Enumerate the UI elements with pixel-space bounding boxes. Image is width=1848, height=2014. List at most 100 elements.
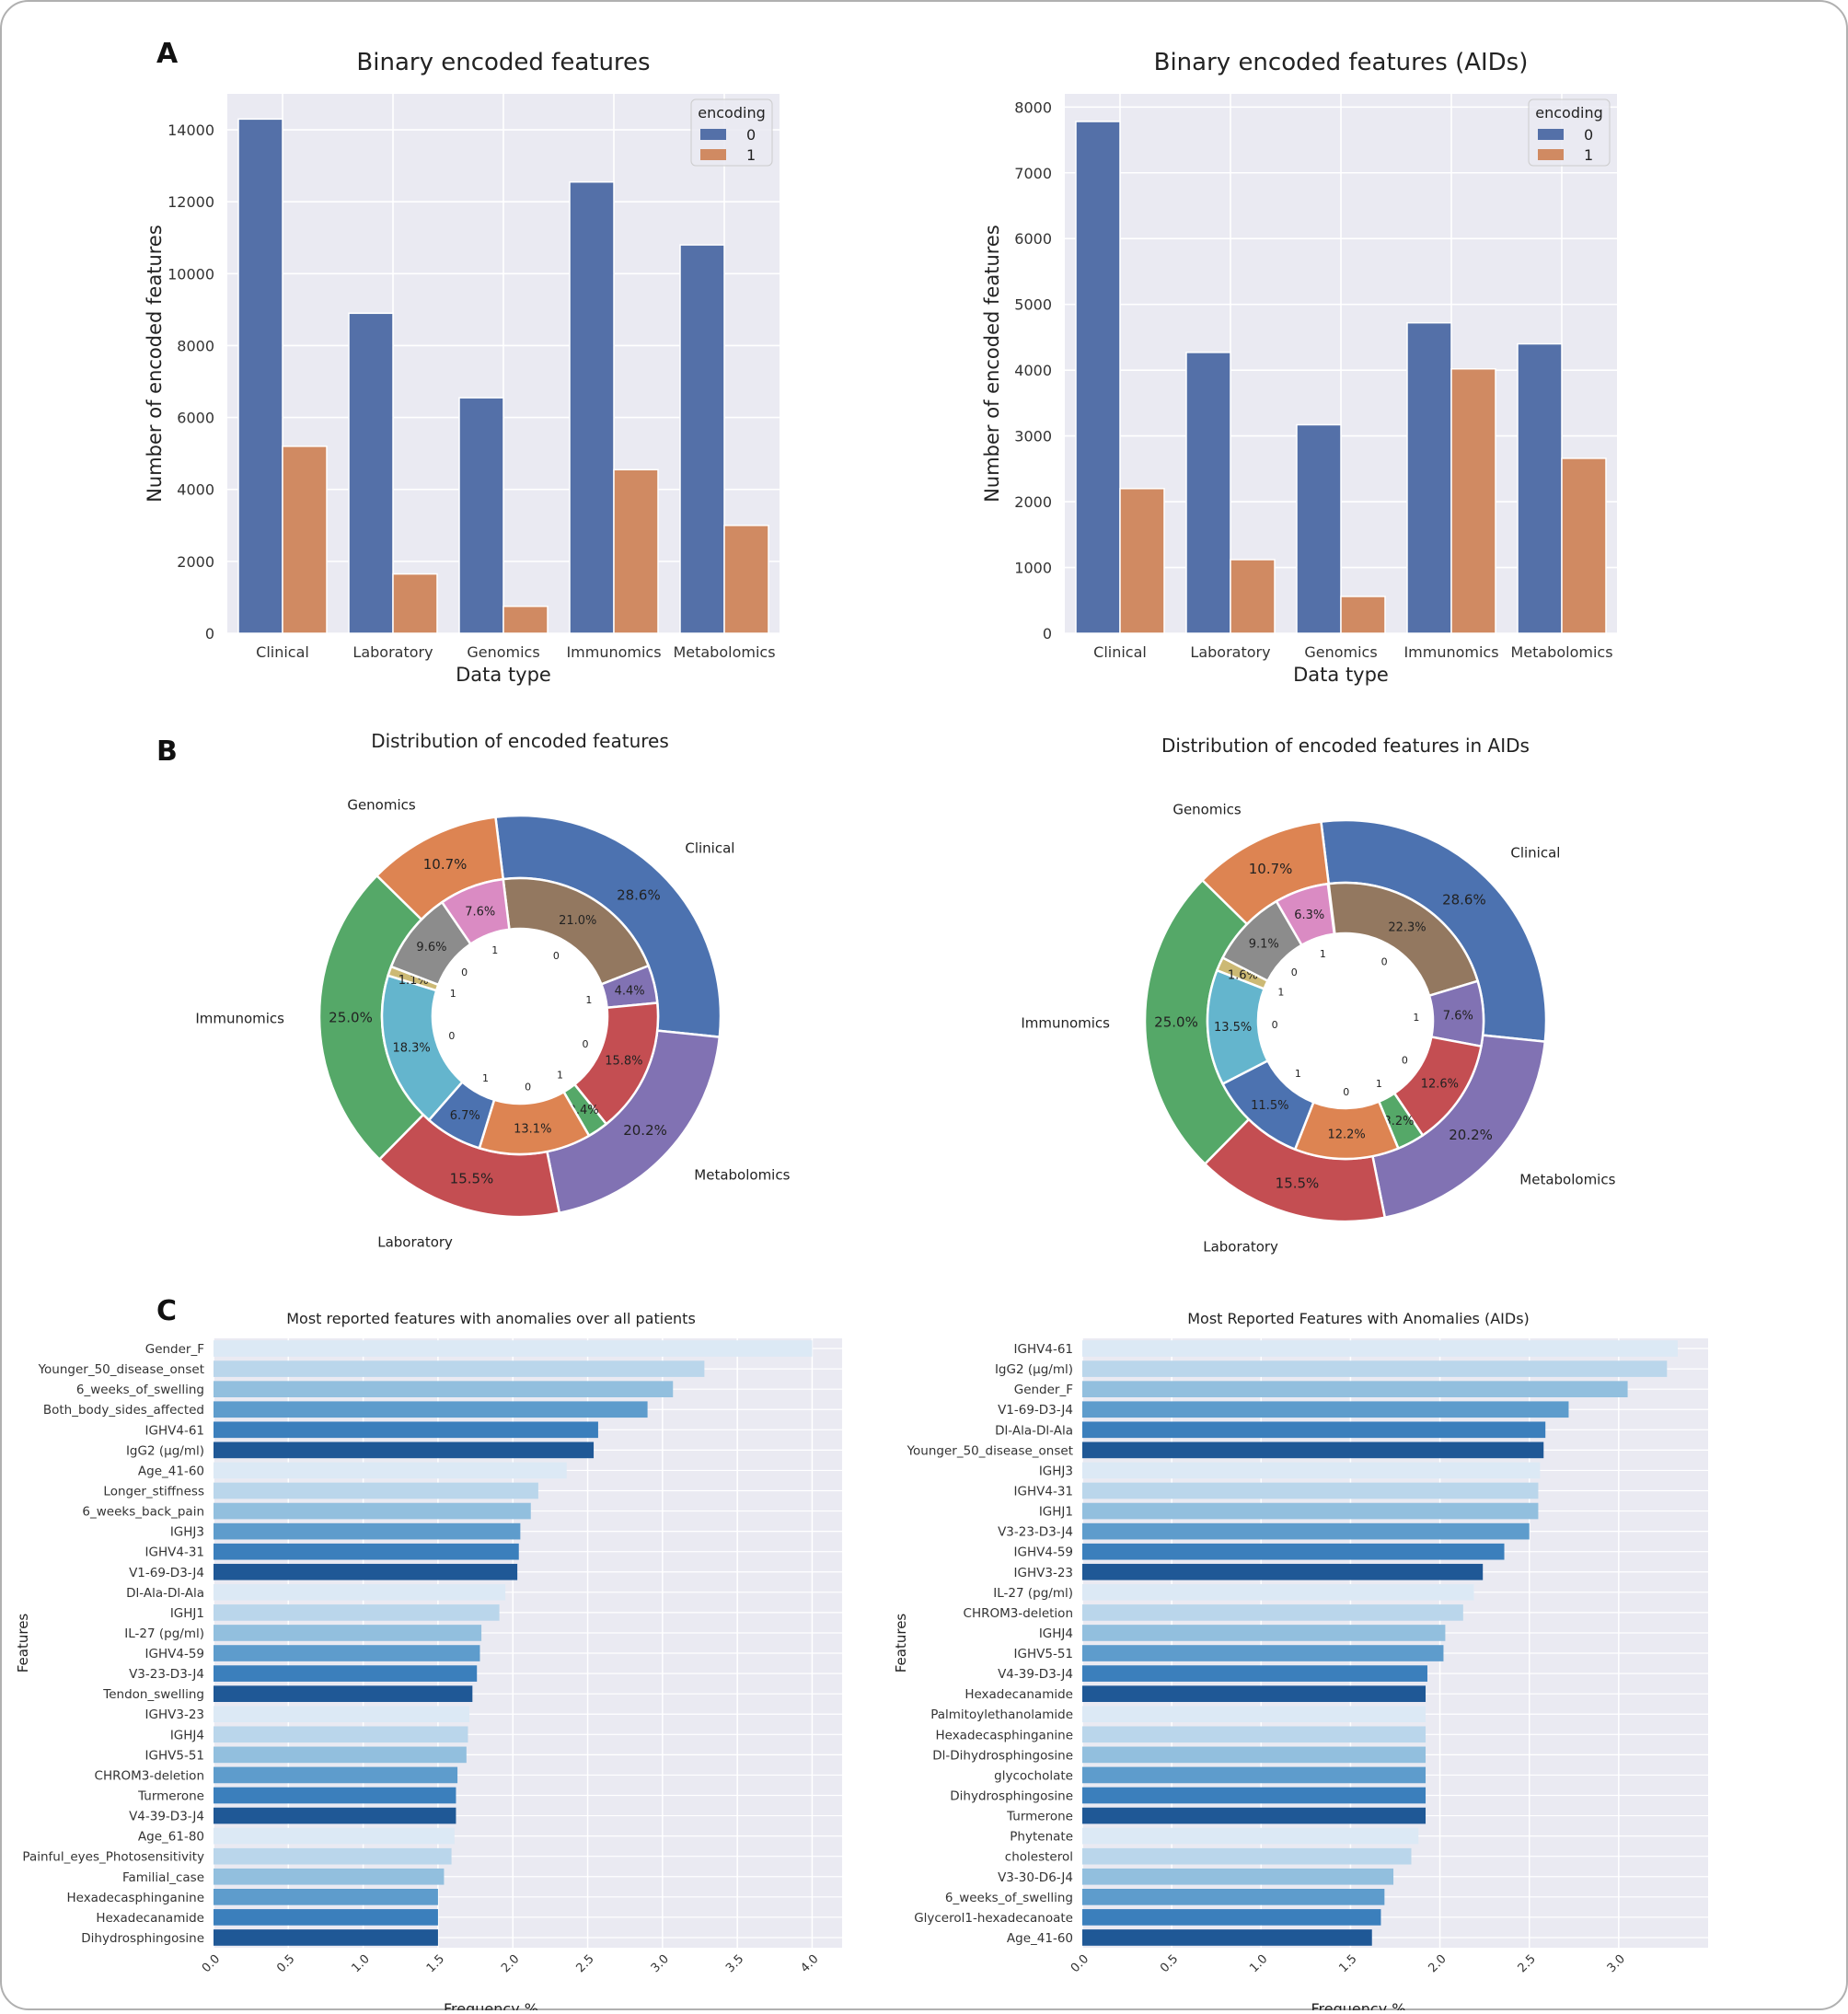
x-tick-label: Immunomics (1403, 643, 1498, 661)
wedge-pct-label: 21.0% (559, 914, 596, 928)
feature-label: IGHV3-23 (1014, 1566, 1073, 1580)
y-tick-label: 3000 (1014, 428, 1052, 446)
feature-bar (214, 1787, 456, 1804)
inner-encoding-label: 0 (1343, 1086, 1349, 1098)
feature-label: IGHV4-61 (145, 1423, 204, 1438)
hbar1-chart: 0.0 0.5 1.0 1.5 2.0 2.5 3.0 3.5 4.0Gender_FYoung… (15, 1310, 842, 2014)
wedge-pct-label: 6.3% (1294, 909, 1324, 922)
bar-genomics-enc1 (1340, 596, 1386, 634)
wedge-pct-label: 15.8% (605, 1055, 642, 1069)
bar-clinical-enc1 (282, 446, 328, 634)
feature-bar (1082, 1604, 1463, 1621)
wedge-pct-label: 28.6% (1442, 892, 1486, 909)
bar-genomics-enc0 (458, 397, 504, 634)
y-tick-label: 6000 (1014, 230, 1052, 248)
wedge-pct-label: 18.3% (392, 1041, 430, 1055)
legend-swatch-0 (1538, 129, 1564, 140)
x-axis-label: Data type (456, 664, 551, 686)
inner-wedge-9 (440, 877, 511, 946)
x-axis-label: Data type (1293, 664, 1389, 686)
wedge-pct-label: 28.6% (617, 887, 661, 904)
feature-label: IGHJ1 (1039, 1505, 1073, 1520)
feature-bar (1082, 1847, 1412, 1865)
inner-encoding-label: 1 (1277, 986, 1284, 998)
feature-label: Gender_F (1014, 1383, 1073, 1397)
pie2-chart: 28.6% Clinical 20.2% Metabolomics 15.5% Labor… (1021, 735, 1615, 1255)
feature-label: IgG2 (µg/ml) (126, 1443, 204, 1458)
feature-label: IGHV4-59 (1014, 1545, 1073, 1560)
outer-category-label: Metabolomics (1519, 1171, 1615, 1187)
feature-label: CHROM3-deletion (95, 1768, 204, 1783)
inner-encoding-label: 0 (1291, 966, 1298, 978)
inner-encoding-label: 1 (450, 988, 456, 1000)
bar-genomics-enc1 (502, 605, 549, 634)
feature-bar (214, 1706, 470, 1723)
feature-label: Age_41-60 (1007, 1931, 1073, 1946)
feature-label: IGHJ3 (1039, 1464, 1073, 1478)
wedge-pct-label: 10.7% (423, 856, 468, 873)
charts-layer: 02000400060008000100001200014000Clinical… (15, 49, 1708, 2014)
feature-label: Both_body_sides_affected (43, 1403, 204, 1418)
feature-label: Dihydrosphingosine (950, 1789, 1073, 1804)
chart-title: Distribution of encoded features (371, 730, 669, 752)
plot-area (1082, 1338, 1708, 1948)
bar-genomics-enc0 (1296, 423, 1342, 634)
bar-laboratory-enc0 (1185, 352, 1231, 634)
y-tick-label: 8000 (1014, 98, 1052, 116)
feature-label: IGHJ1 (170, 1606, 204, 1621)
feature-bar (1082, 1909, 1381, 1926)
panel-label-c: C (156, 1295, 177, 1327)
feature-label: IGHJ3 (170, 1525, 204, 1540)
feature-label: V4-39-D3-J4 (998, 1667, 1073, 1682)
feature-bar (1082, 1563, 1484, 1580)
feature-label: IGHV4-61 (1014, 1342, 1073, 1357)
x-axis-label: Frequency % (1311, 2000, 1406, 2010)
feature-label: Younger_50_disease_onset (907, 1443, 1073, 1458)
feature-bar (214, 1909, 438, 1926)
outer-category-label: Laboratory (377, 1233, 453, 1250)
bar-metabolomics-enc0 (1517, 342, 1563, 634)
legend-swatch-1 (1538, 149, 1564, 160)
y-tick-label: 0 (205, 625, 214, 642)
wedge-pct-label: 20.2% (1449, 1127, 1493, 1143)
x-tick-label: Laboratory (1190, 643, 1270, 661)
feature-label: V3-30-D6-J4 (998, 1870, 1073, 1885)
feature-bar (1082, 1706, 1426, 1723)
feature-bar (214, 1381, 674, 1397)
feature-label: Painful_eyes_Photosensitivity (22, 1850, 204, 1865)
y-tick-label: 12000 (167, 193, 214, 211)
chart-title: Most reported features with anomalies ov… (286, 1310, 696, 1327)
feature-label: IGHJ4 (170, 1728, 204, 1742)
wedge-pct-label: 7.6% (1443, 1010, 1473, 1024)
y-tick-label: 6000 (177, 410, 214, 427)
feature-bar (214, 1421, 598, 1439)
inner-encoding-label: 1 (1376, 1078, 1382, 1090)
y-tick-label: 4000 (1014, 362, 1052, 379)
x-tick-label: Genomics (467, 643, 539, 661)
feature-bar (1082, 1665, 1427, 1682)
feature-bar (214, 1502, 531, 1520)
outer-category-label: Genomics (1172, 801, 1242, 817)
bar-clinical-enc0 (237, 118, 283, 634)
feature-bar (1082, 1685, 1426, 1702)
bar-immunomics-enc1 (1450, 367, 1496, 634)
feature-bar (214, 1665, 478, 1682)
y-tick-label: 14000 (167, 122, 214, 139)
feature-label: Turmerone (1006, 1810, 1073, 1824)
feature-label: IgG2 (µg/ml) (995, 1362, 1073, 1377)
y-axis-label: Number of encoded features (144, 225, 166, 503)
feature-label: Age_61-80 (138, 1830, 204, 1845)
wedge-pct-label: 25.0% (1154, 1014, 1198, 1031)
outer-category-label: Metabolomics (694, 1166, 790, 1183)
feature-label: IL-27 (pg/ml) (124, 1626, 204, 1641)
feature-bar (1082, 1584, 1474, 1601)
outer-category-label: Genomics (347, 796, 416, 813)
feature-label: IGHV4-31 (145, 1545, 204, 1560)
chart-title: Binary encoded features (AIDs) (1154, 49, 1529, 76)
wedge-pct-label: 15.5% (450, 1170, 494, 1186)
y-axis-label: Number of encoded features (981, 225, 1003, 503)
wedge-pct-label: 3.2% (1383, 1115, 1414, 1129)
outer-category-label: Clinical (1510, 844, 1560, 861)
